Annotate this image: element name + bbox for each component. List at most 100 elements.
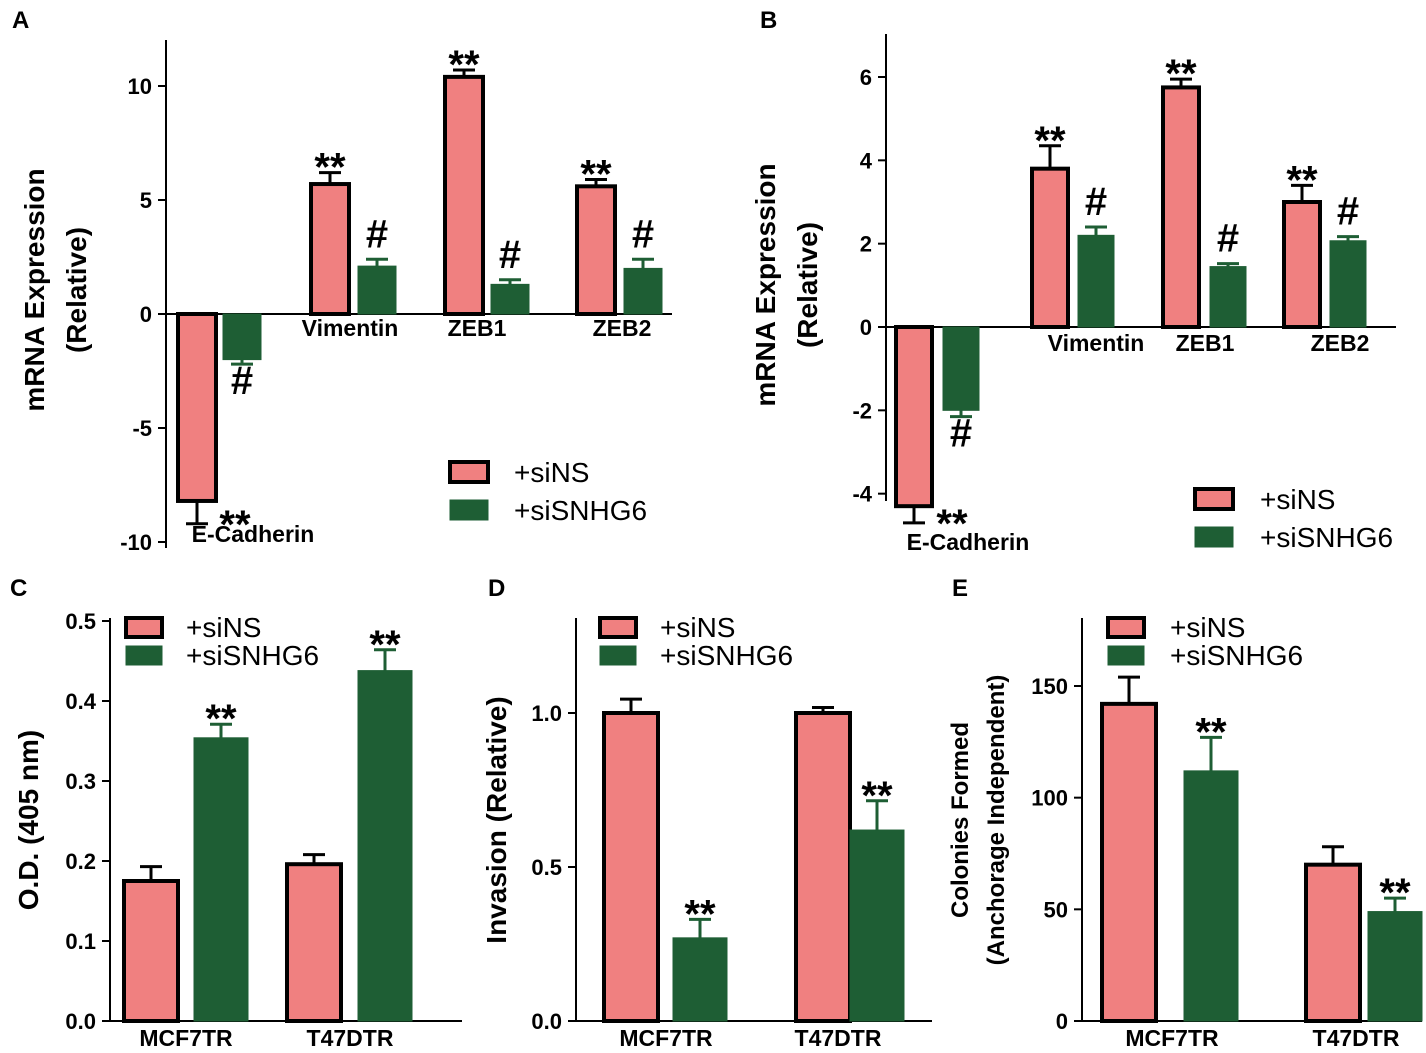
y-tick-label: 0.2 — [65, 849, 96, 874]
legend-label-sins: +siNS — [186, 612, 261, 643]
legend-label-sisnhg6: +siSNHG6 — [186, 640, 319, 671]
panel-letter: D — [488, 575, 505, 602]
legend-swatch-sisnhg6 — [1194, 526, 1234, 548]
y-tick-label: 0.5 — [531, 855, 562, 880]
y-axis-title-line2: (Relative) — [792, 222, 823, 348]
y-tick-label: -5 — [132, 416, 152, 441]
y-axis-title: mRNA Expression (Relative) — [19, 168, 92, 411]
legend-swatch-sins — [1106, 616, 1146, 639]
significance-marker: # — [499, 233, 521, 277]
panel-letter: E — [952, 575, 968, 602]
significance-marker: # — [366, 212, 388, 256]
category-label: ZEB1 — [1176, 330, 1235, 356]
bar-sisnhg6 — [1183, 770, 1239, 1022]
significance-marker: # — [950, 412, 972, 456]
category-label: T47DTR — [795, 1025, 882, 1051]
legend: +siNS+siSNHG6 — [124, 612, 319, 671]
significance-marker: ** — [448, 43, 480, 87]
bar-sisnhg6 — [357, 670, 413, 1022]
y-axis-title: Colonies Formed (Anchorage Independent) — [947, 675, 1010, 966]
legend-label-sins: +siNS — [514, 457, 589, 488]
bar-sins — [1100, 701, 1158, 1023]
significance-marker: ** — [1379, 871, 1411, 915]
legend-swatch-sins — [1193, 487, 1235, 511]
significance-marker: ** — [936, 502, 968, 546]
bar-sisnhg6 — [1367, 911, 1423, 1022]
y-axis-title-line1: Invasion (Relative) — [481, 696, 512, 943]
legend-swatch-sisnhg6 — [1107, 645, 1145, 666]
y-axis-title-line1: mRNA Expression — [19, 168, 50, 411]
y-axis-title-line2: (Anchorage Independent) — [983, 675, 1010, 966]
bar-sins — [1030, 166, 1070, 329]
bar-sisnhg6 — [490, 283, 530, 315]
panel-letter: B — [760, 7, 777, 34]
legend-label-sisnhg6: +siSNHG6 — [1170, 640, 1303, 671]
legend: +siNS+siSNHG6 — [1193, 484, 1393, 553]
significance-marker: ** — [369, 623, 401, 667]
y-tick-label: 6 — [860, 65, 872, 90]
significance-marker: ** — [1286, 158, 1318, 202]
y-axis-title: mRNA Expression (Relative) — [750, 163, 823, 406]
bar-sins — [443, 74, 485, 316]
category-label: Vimentin — [302, 315, 399, 341]
bar-sisnhg6 — [193, 737, 249, 1022]
category-label: MCF7TR — [139, 1025, 233, 1051]
y-tick-label: 0.4 — [65, 689, 96, 714]
y-tick-label: 50 — [1044, 897, 1068, 922]
significance-marker: ** — [1165, 52, 1197, 96]
significance-marker: ** — [1195, 710, 1227, 754]
bar-sisnhg6 — [1077, 234, 1115, 328]
legend-swatch-sins — [124, 616, 164, 639]
panel-c: C 0.0 0.1 0.2 0.3 0.4 0.5 O.D. (405 nm) ** MCF7TR… — [10, 575, 462, 1051]
bar-sisnhg6 — [357, 265, 397, 315]
bar-sisnhg6 — [849, 829, 905, 1022]
legend: +siNS+siSNHG6 — [598, 612, 793, 671]
y-axis-title-line1: Colonies Formed — [947, 722, 974, 918]
category-label: E-Cadherin — [192, 521, 315, 547]
legend-swatch-sisnhg6 — [599, 645, 637, 666]
y-tick-label: -4 — [852, 482, 872, 507]
legend-swatch-sisnhg6 — [125, 645, 163, 666]
legend-swatch-sins — [448, 460, 490, 484]
bar-sins — [1161, 85, 1201, 329]
panel-a: A -10 -5 0 5 10 mRNA Expression (Relative) ** # E-… — [12, 7, 672, 555]
significance-marker: # — [632, 212, 654, 256]
bar-sisnhg6 — [1209, 266, 1247, 328]
legend: +siNS+siSNHG6 — [448, 457, 647, 526]
bar-sins — [575, 184, 617, 317]
y-tick-label: 0.3 — [65, 769, 96, 794]
y-tick-label: 1.0 — [531, 701, 562, 726]
significance-marker: ** — [205, 697, 237, 741]
y-axis-title: Invasion (Relative) — [481, 696, 512, 943]
significance-marker: ** — [861, 774, 893, 818]
bar-sins — [1304, 862, 1362, 1024]
category-label: ZEB2 — [1311, 330, 1370, 356]
panel-letter: C — [10, 575, 27, 602]
category-label: ZEB2 — [593, 315, 652, 341]
panel-b: B -4 -2 0 2 4 6 mRNA Expression (Relative) ** # E-C… — [750, 7, 1396, 555]
y-tick-label: 0 — [860, 315, 872, 340]
legend-label-sins: +siNS — [1170, 612, 1245, 643]
legend-swatch-sins — [598, 616, 638, 639]
legend-label-sisnhg6: +siSNHG6 — [1260, 522, 1393, 553]
bar-sisnhg6 — [942, 326, 980, 411]
legend-swatch-sisnhg6 — [449, 499, 489, 521]
panel-letter: A — [12, 7, 29, 34]
significance-marker: ** — [314, 146, 346, 190]
significance-marker: # — [1337, 190, 1359, 234]
y-axis-title: O.D. (405 nm) — [13, 730, 44, 910]
y-tick-label: 0.1 — [65, 929, 96, 954]
y-tick-label: 150 — [1031, 674, 1068, 699]
bar-sins — [309, 182, 351, 316]
bar-sins — [794, 711, 852, 1023]
category-label: ZEB1 — [448, 315, 507, 341]
bar-sins — [285, 862, 343, 1024]
category-label: E-Cadherin — [907, 529, 1030, 555]
bar-sisnhg6 — [623, 267, 663, 315]
y-tick-label: 10 — [128, 74, 152, 99]
y-tick-label: 0.5 — [65, 609, 96, 634]
y-axis-title-line1: O.D. (405 nm) — [13, 730, 44, 910]
legend: +siNS+siSNHG6 — [1106, 612, 1303, 671]
bar-sins — [122, 879, 180, 1023]
